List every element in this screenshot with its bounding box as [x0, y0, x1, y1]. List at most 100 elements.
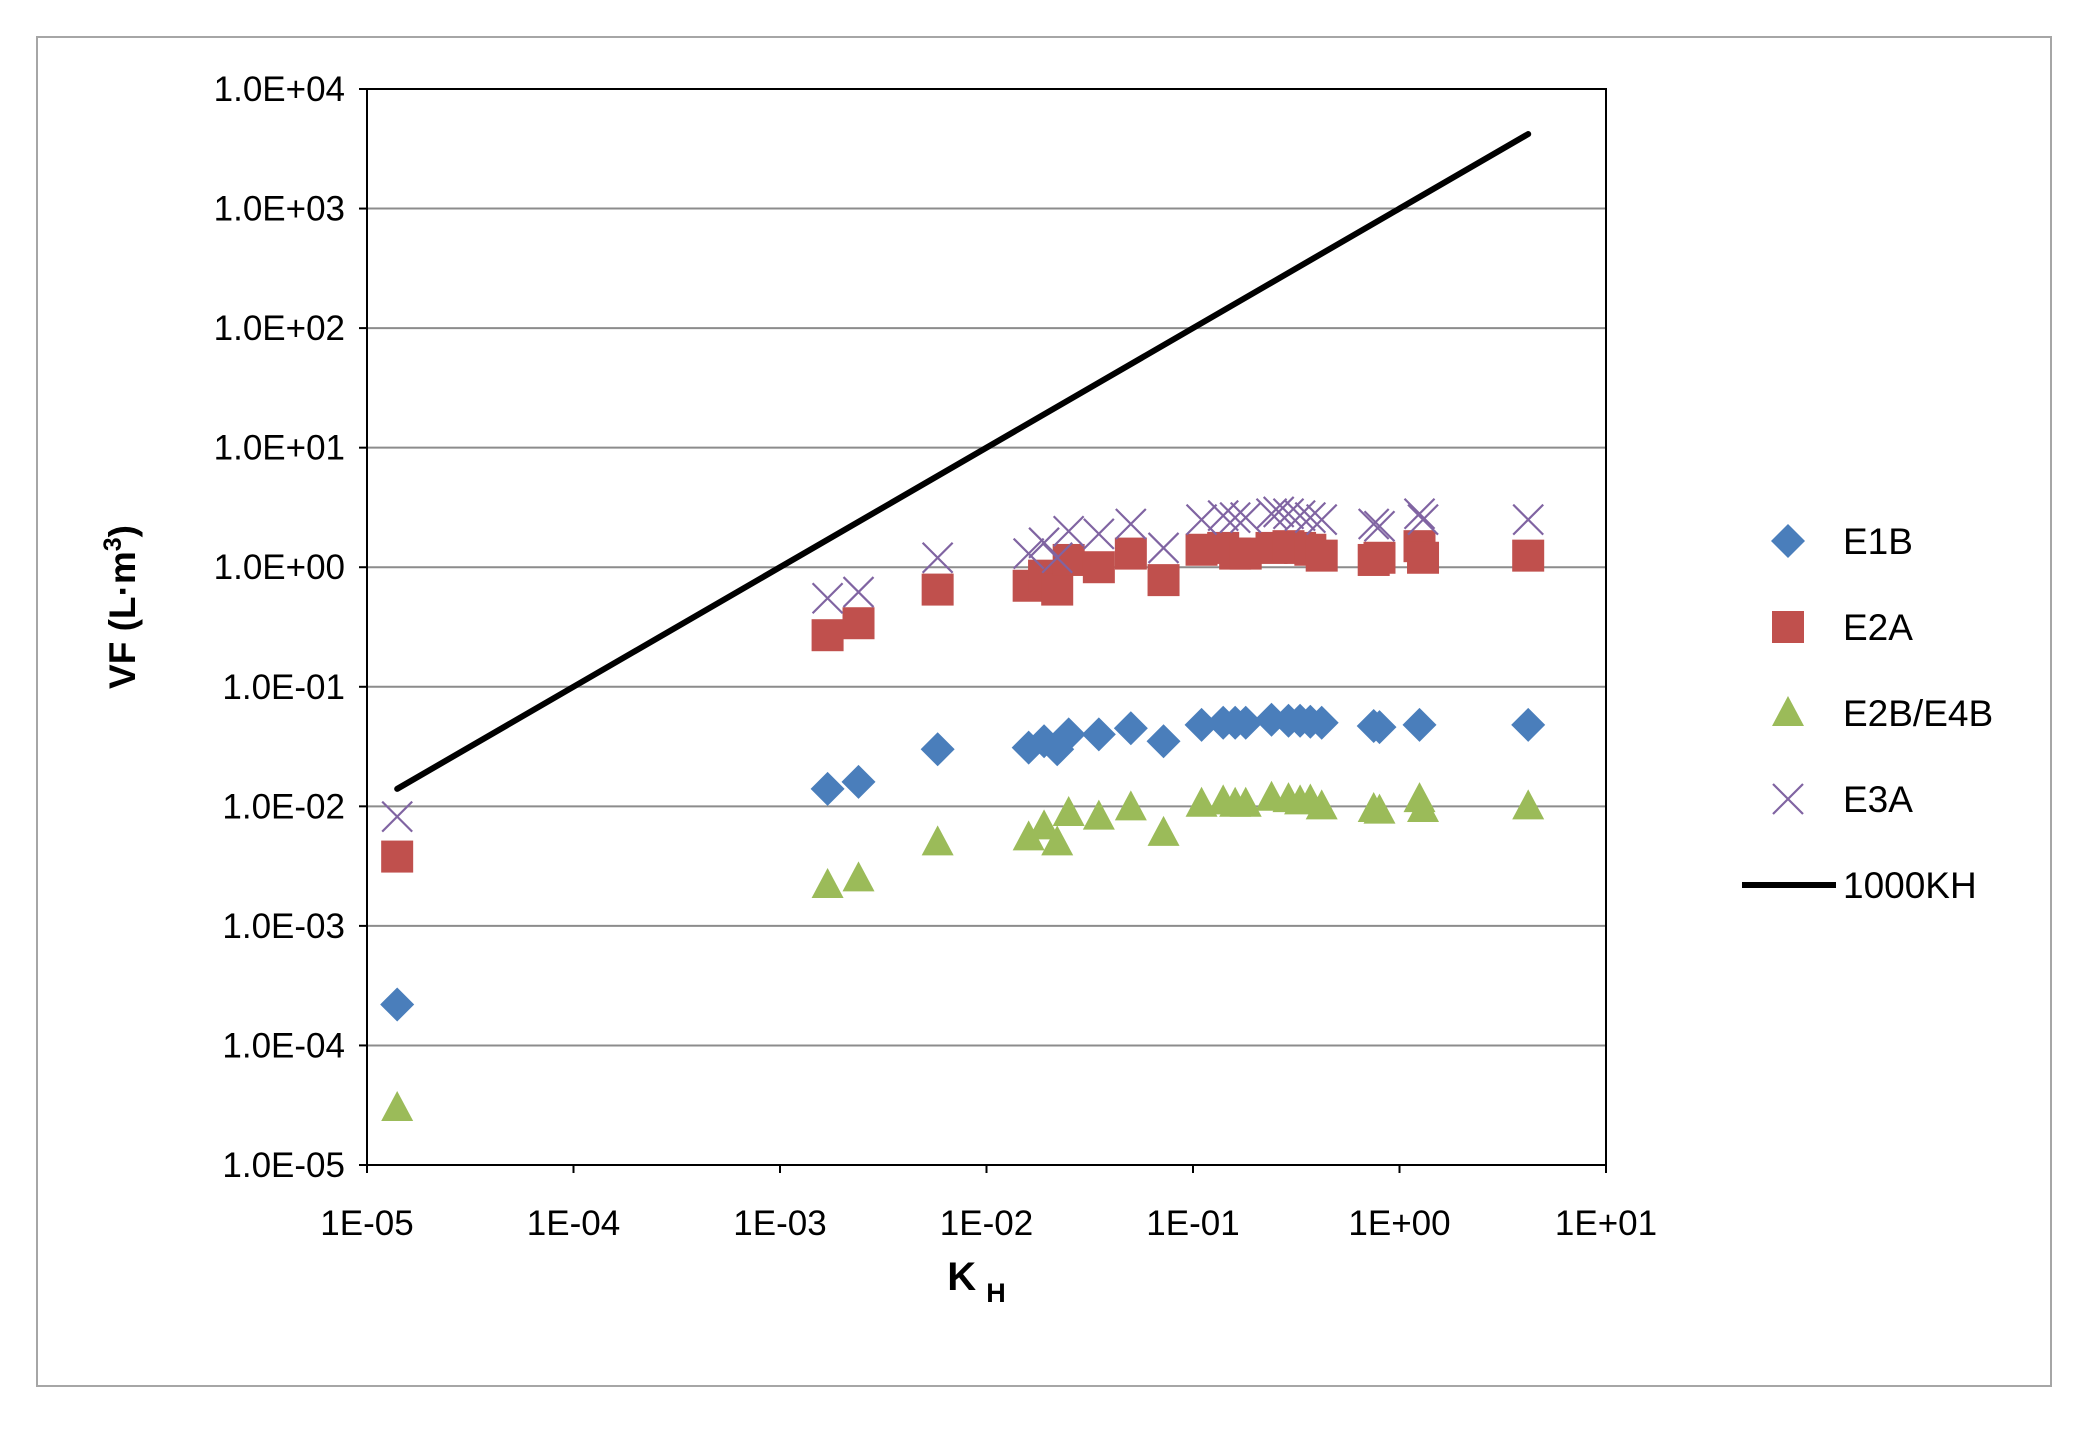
- series-line-1000kh: [394, 131, 1532, 792]
- legend-item-e1b: E1B: [1771, 521, 1913, 562]
- data-point-e2b-e4b: [811, 867, 844, 898]
- data-point-e1b: [1113, 711, 1148, 746]
- y-tick-label: 1.0E-01: [222, 668, 345, 707]
- data-point-e3a: [1272, 497, 1305, 530]
- tick-layer: 1.0E-05 1.0E-04 1.0E-03 1.0E-02 1.0E-01 1.0E+…: [214, 70, 1657, 1243]
- legend: E1B E2A E2B/E4B E3A 1000KH: [1742, 521, 1993, 906]
- legend-item-e2a: E2A: [1772, 607, 1913, 648]
- data-point-e3a: [1115, 508, 1147, 540]
- x-tick-label: 1E-04: [527, 1204, 620, 1243]
- data-point-e3a: [1147, 532, 1180, 564]
- data-point-e2b-e4b: [842, 861, 875, 892]
- data-point-e3a: [1294, 501, 1327, 534]
- data-point-e1b: [1051, 717, 1086, 752]
- legend-label: E2B/E4B: [1843, 693, 1993, 734]
- y-tick-label: 1.0E+01: [214, 429, 345, 468]
- data-point-e3a: [1407, 503, 1439, 536]
- data-point-e3a: [381, 800, 413, 833]
- legend-item-e2b-e4b: E2B/E4B: [1772, 693, 1993, 734]
- data-point-e3a: [811, 582, 844, 615]
- marker-layer: [380, 496, 1546, 1121]
- y-axis-title-main: VF (L·m: [102, 551, 143, 689]
- data-point-e2a: [1082, 551, 1115, 584]
- legend-label: 1000KH: [1843, 865, 1977, 906]
- x-tick-label: 1E-03: [733, 1204, 826, 1243]
- data-point-e3a: [1028, 527, 1060, 559]
- data-point-e3a: [1357, 508, 1390, 540]
- x-tick-label: 1E+01: [1555, 1204, 1657, 1243]
- legend-item-1000kh: 1000KH: [1742, 865, 1977, 906]
- data-point-e1b: [810, 771, 845, 806]
- x-tick-label: 1E-01: [1146, 1204, 1239, 1243]
- data-point-e2a: [1305, 539, 1338, 572]
- plot-area: [366, 88, 1607, 1166]
- data-point-e2a: [381, 840, 414, 873]
- legend-label: E3A: [1843, 779, 1913, 820]
- data-point-e2b-e4b: [1147, 815, 1180, 846]
- data-point-e3a: [1012, 537, 1045, 570]
- y-tick-label: 1.0E-05: [222, 1146, 345, 1185]
- data-point-e3a: [921, 541, 954, 574]
- y-axis-title-superscript: 3: [99, 537, 127, 551]
- data-point-e2b-e4b: [921, 825, 954, 856]
- data-point-e2a: [1363, 541, 1396, 574]
- data-point-e2a: [1512, 539, 1545, 572]
- data-point-e2b-e4b: [1012, 820, 1045, 851]
- data-point-e2b-e4b: [1407, 791, 1440, 822]
- legend-label: E2A: [1843, 607, 1913, 648]
- data-point-e3a: [1403, 497, 1436, 530]
- data-point-e2b-e4b: [381, 1090, 414, 1121]
- y-tick-label: 1.0E-03: [222, 907, 345, 946]
- data-point-e3a: [1083, 518, 1115, 550]
- data-point-e1b: [1081, 717, 1116, 752]
- data-point-e1b: [1402, 707, 1437, 742]
- y-tick-label: 1.0E-04: [222, 1026, 345, 1065]
- data-point-e2b-e4b: [1512, 789, 1545, 820]
- legend-item-e3a: E3A: [1772, 779, 1913, 820]
- series-e1b: [380, 702, 1546, 1022]
- y-tick-label: 1.0E-02: [222, 787, 345, 826]
- data-point-e3a: [1229, 501, 1262, 534]
- legend-label: E1B: [1843, 521, 1913, 562]
- legend-swatch: [1772, 696, 1804, 726]
- data-point-e2b-e4b: [1229, 786, 1262, 817]
- x-tick-label: 1E-05: [320, 1204, 413, 1243]
- data-point-e2b-e4b: [1041, 825, 1074, 856]
- data-point-e3a: [1305, 503, 1338, 536]
- x-tick-label: 1E-02: [940, 1204, 1033, 1243]
- data-point-e1b: [1146, 724, 1181, 759]
- data-point-e1b: [380, 987, 415, 1022]
- data-point-e3a: [1041, 541, 1073, 574]
- data-point-e1b: [1184, 707, 1219, 742]
- data-point-e2a: [811, 619, 844, 652]
- legend-swatch: [1771, 524, 1805, 558]
- data-point-e1b: [920, 732, 955, 767]
- data-point-e3a: [1284, 499, 1316, 532]
- y-axis-title-close: ): [102, 525, 143, 537]
- data-point-e1b: [1228, 705, 1263, 740]
- data-point-e3a: [842, 576, 875, 608]
- y-tick-label: 1.0E+02: [214, 309, 345, 348]
- y-tick-label: 1.0E+04: [214, 70, 345, 109]
- data-point-e2a: [1147, 564, 1180, 597]
- data-point-e3a: [1255, 497, 1288, 530]
- data-point-e2a: [1052, 543, 1085, 576]
- grid-layer: [367, 207, 1606, 1047]
- data-point-e2a: [1041, 573, 1074, 606]
- x-axis-title-subscript: H: [986, 1278, 1006, 1308]
- data-point-e2b-e4b: [1114, 790, 1147, 821]
- data-point-e2b-e4b: [1185, 786, 1218, 817]
- data-point-e2a: [1114, 537, 1147, 570]
- data-point-e3a: [1185, 503, 1218, 536]
- series-e2b-e4b: [381, 780, 1545, 1121]
- chart-frame: [36, 36, 2052, 1387]
- data-point-e3a: [1219, 501, 1251, 534]
- data-point-e1b: [1511, 707, 1546, 742]
- data-point-e2b-e4b: [1305, 789, 1338, 820]
- data-point-e2b-e4b: [1052, 795, 1085, 826]
- data-point-e3a: [1262, 496, 1295, 528]
- legend-swatch: [1772, 611, 1804, 643]
- data-point-e3a: [1363, 510, 1396, 543]
